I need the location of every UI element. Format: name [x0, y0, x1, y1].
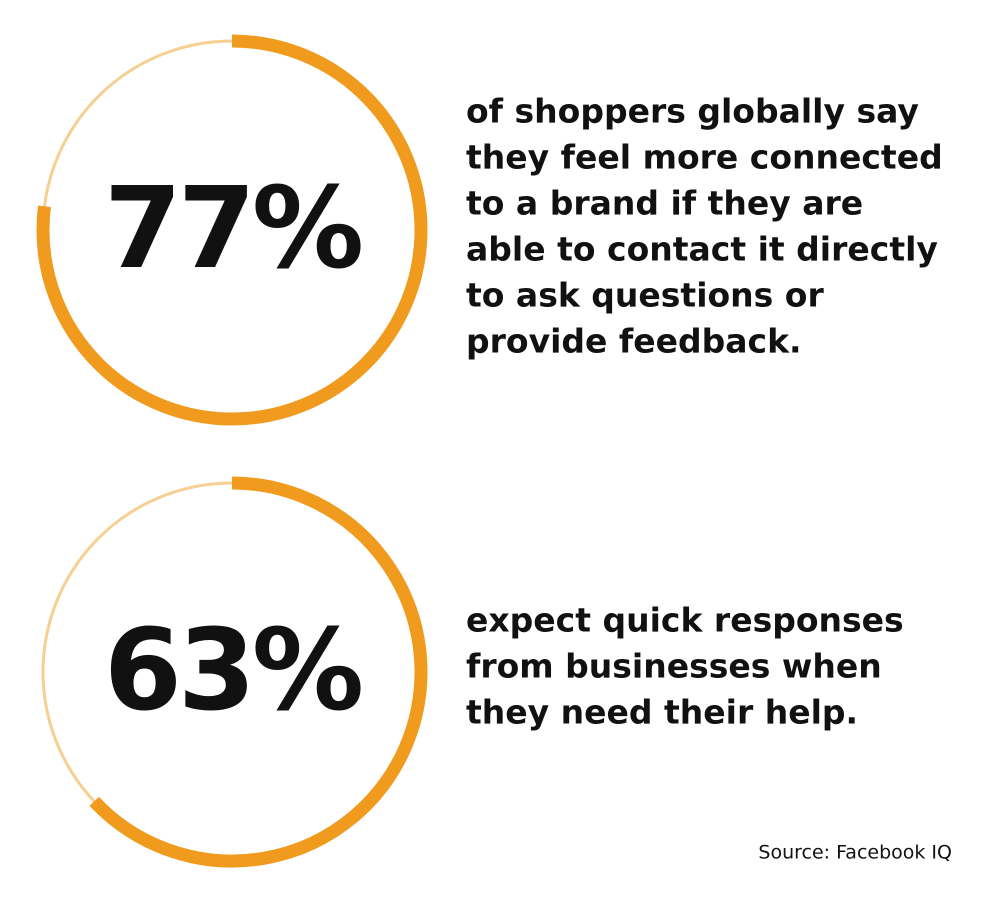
description-line: they feel more connected [466, 138, 943, 177]
ring-arc [36, 34, 428, 426]
description-line: able to contact it directly [466, 230, 938, 269]
percent-label: 63% [104, 606, 361, 736]
description-line: they need their help. [466, 693, 858, 732]
description-line: of shoppers globally say [466, 92, 919, 131]
description-line: to ask questions or [466, 276, 824, 315]
description-line: from businesses when [466, 647, 882, 686]
description-line: expect quick responses [466, 601, 904, 640]
description-line: provide feedback. [466, 322, 802, 361]
description-line: to a brand if they are [466, 184, 863, 223]
ring-arc [89, 476, 428, 868]
percent-label: 77% [104, 164, 361, 294]
source: Source: Facebook IQ [758, 842, 952, 864]
